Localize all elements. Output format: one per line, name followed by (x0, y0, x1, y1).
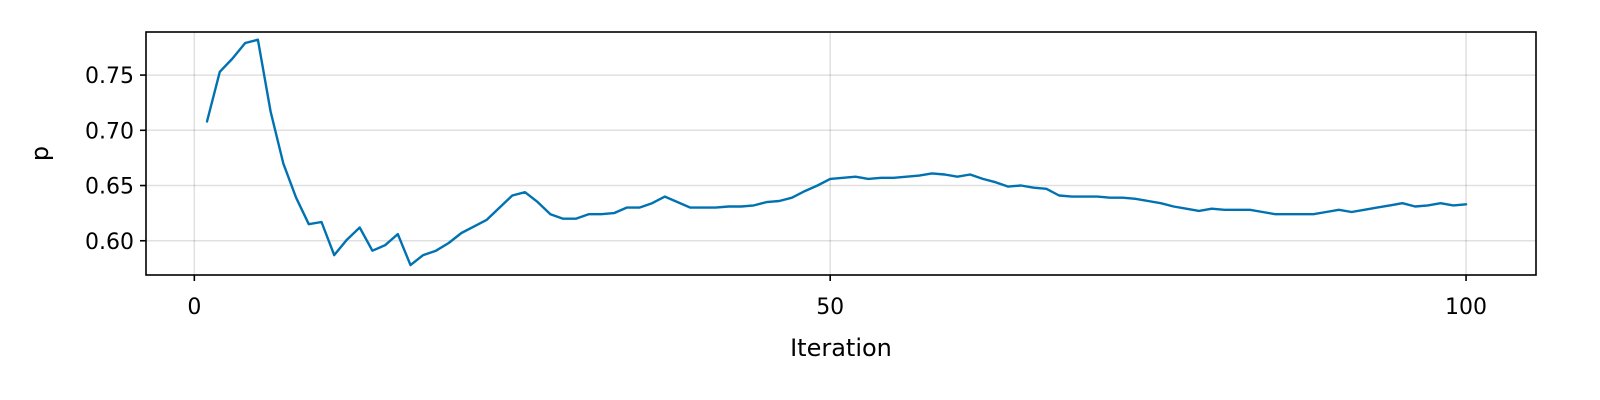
y-tick-label: 0.75 (85, 64, 134, 89)
series-group (205, 38, 1468, 267)
grid-lines (146, 32, 1536, 275)
x-tick-label: 50 (816, 295, 844, 320)
y-axis-label: p (26, 146, 54, 161)
plot-area-frame (145, 31, 1537, 276)
y-tick-label: 0.70 (85, 119, 134, 144)
x-tick-label: 0 (187, 295, 201, 320)
x-tick-label: 100 (1445, 295, 1487, 320)
y-tick-label: 0.65 (85, 175, 134, 200)
axis-ticks: 0 50 100 0.60 0.65 0.70 0.75 (85, 64, 1487, 320)
y-tick-label: 0.60 (85, 230, 134, 255)
x-axis-label: Iteration (790, 334, 892, 362)
series-line (205, 38, 1468, 267)
